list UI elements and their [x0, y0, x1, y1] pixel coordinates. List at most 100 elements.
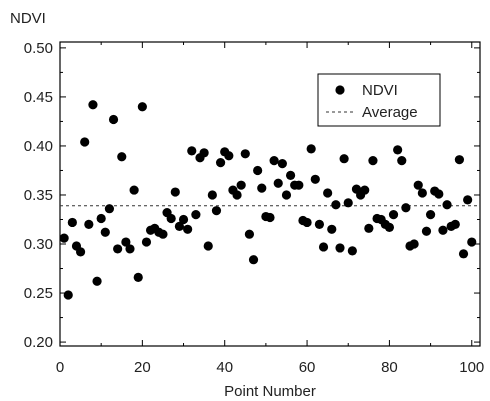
ndvi-point	[454, 155, 465, 165]
x-tick-label: 80	[381, 359, 398, 376]
ndvi-point	[125, 244, 135, 254]
ndvi-point	[467, 237, 477, 247]
x-tick-label: 100	[459, 359, 484, 376]
ndvi-point	[158, 229, 168, 239]
legend-box	[317, 73, 441, 127]
y-tick-label: 0.20	[24, 334, 53, 351]
ndvi-point	[425, 209, 436, 220]
y-tick-label: 0.25	[24, 285, 53, 302]
ndvi-point	[88, 100, 98, 110]
y-axis-ticks: 0.20 0.25 0.30 0.35 0.40 0.45 0.50	[24, 40, 480, 351]
ndvi-point	[211, 206, 222, 216]
ndvi-point	[458, 249, 469, 259]
legend: NDVI Average	[317, 73, 441, 127]
ndvi-point	[178, 214, 189, 225]
ndvi-point	[285, 170, 296, 180]
ndvi-point	[417, 188, 427, 198]
ndvi-point	[84, 219, 94, 229]
ndvi-point	[166, 213, 176, 224]
ndvi-point	[306, 144, 316, 154]
ndvi-point	[80, 137, 90, 147]
legend-label-ndvi: NDVI	[362, 82, 398, 99]
ndvi-point	[183, 224, 193, 234]
ndvi-point	[104, 204, 115, 214]
ndvi-point	[281, 190, 292, 200]
ndvi-point	[141, 237, 152, 247]
ndvi-point	[269, 156, 279, 166]
ndvi-point	[257, 183, 267, 193]
ndvi-point	[388, 209, 399, 220]
ndvi-point	[224, 151, 234, 161]
x-tick-label: 40	[216, 359, 233, 376]
ndvi-point	[199, 148, 209, 158]
ndvi-point	[191, 209, 201, 220]
ndvi-point	[187, 146, 197, 156]
ndvi-point	[117, 152, 127, 162]
ndvi-point	[273, 178, 283, 188]
ndvi-point	[463, 195, 473, 205]
ndvi-point	[75, 247, 86, 257]
ndvi-point	[347, 246, 357, 256]
ndvi-point	[96, 213, 106, 224]
ndvi-point	[421, 226, 432, 236]
ndvi-points	[59, 100, 477, 300]
ndvi-point	[343, 198, 353, 208]
ndvi-point	[434, 189, 444, 199]
ndvi-point	[59, 233, 69, 243]
x-tick-label: 20	[134, 359, 151, 376]
y-tick-label: 0.45	[24, 89, 53, 106]
ndvi-point	[67, 217, 77, 228]
ndvi-point	[248, 255, 259, 265]
ndvi-point	[129, 185, 139, 195]
ndvi-point	[413, 180, 423, 190]
x-tick-label: 60	[299, 359, 316, 376]
ndvi-point	[294, 180, 304, 190]
ndvi-point	[240, 149, 250, 159]
ndvi-point	[327, 224, 337, 234]
ndvi-point	[92, 276, 102, 286]
legend-label-average: Average	[362, 104, 418, 121]
ndvi-point	[401, 203, 411, 213]
ndvi-point	[203, 241, 213, 251]
ndvi-point	[318, 242, 329, 252]
ndvi-point	[442, 200, 452, 210]
ndvi-point	[133, 272, 143, 282]
ndvi-point	[253, 165, 263, 176]
x-axis-ticks: 0 20 40 60 80 100	[56, 42, 484, 376]
ndvi-point	[438, 225, 448, 235]
ndvi-point	[409, 239, 419, 249]
ndvi-point	[314, 219, 325, 229]
ndvi-point	[384, 222, 395, 232]
ndvi-point	[113, 244, 123, 254]
ndvi-point	[450, 219, 460, 229]
ndvi-point	[397, 156, 407, 166]
y-tick-label: 0.35	[24, 187, 53, 204]
ndvi-point	[265, 212, 275, 223]
ndvi-point	[335, 243, 345, 253]
y-tick-label: 0.30	[24, 236, 53, 253]
ndvi-point	[244, 229, 255, 239]
ndvi-point	[331, 200, 341, 210]
ndvi-point	[170, 187, 180, 197]
ndvi-point	[339, 154, 349, 164]
x-tick-label: 0	[56, 359, 64, 376]
ndvi-point	[360, 185, 370, 195]
y-axis-title: NDVI	[10, 10, 46, 27]
ndvi-point	[100, 227, 110, 237]
ndvi-point	[121, 237, 131, 247]
ndvi-point	[215, 158, 226, 168]
ndvi-point	[302, 217, 312, 228]
y-tick-label: 0.40	[24, 138, 53, 155]
y-tick-label: 0.50	[24, 40, 53, 57]
ndvi-point	[310, 174, 320, 184]
x-axis-title: Point Number	[224, 383, 316, 400]
ndvi-point	[207, 190, 217, 200]
legend-marker-ndvi	[335, 85, 345, 95]
ndvi-point	[323, 188, 333, 198]
plot-frame	[59, 41, 481, 347]
ndvi-point	[63, 290, 73, 300]
ndvi-point	[174, 221, 185, 231]
ndvi-point	[364, 223, 374, 233]
ndvi-point	[108, 114, 119, 125]
ndvi-point	[236, 180, 246, 190]
